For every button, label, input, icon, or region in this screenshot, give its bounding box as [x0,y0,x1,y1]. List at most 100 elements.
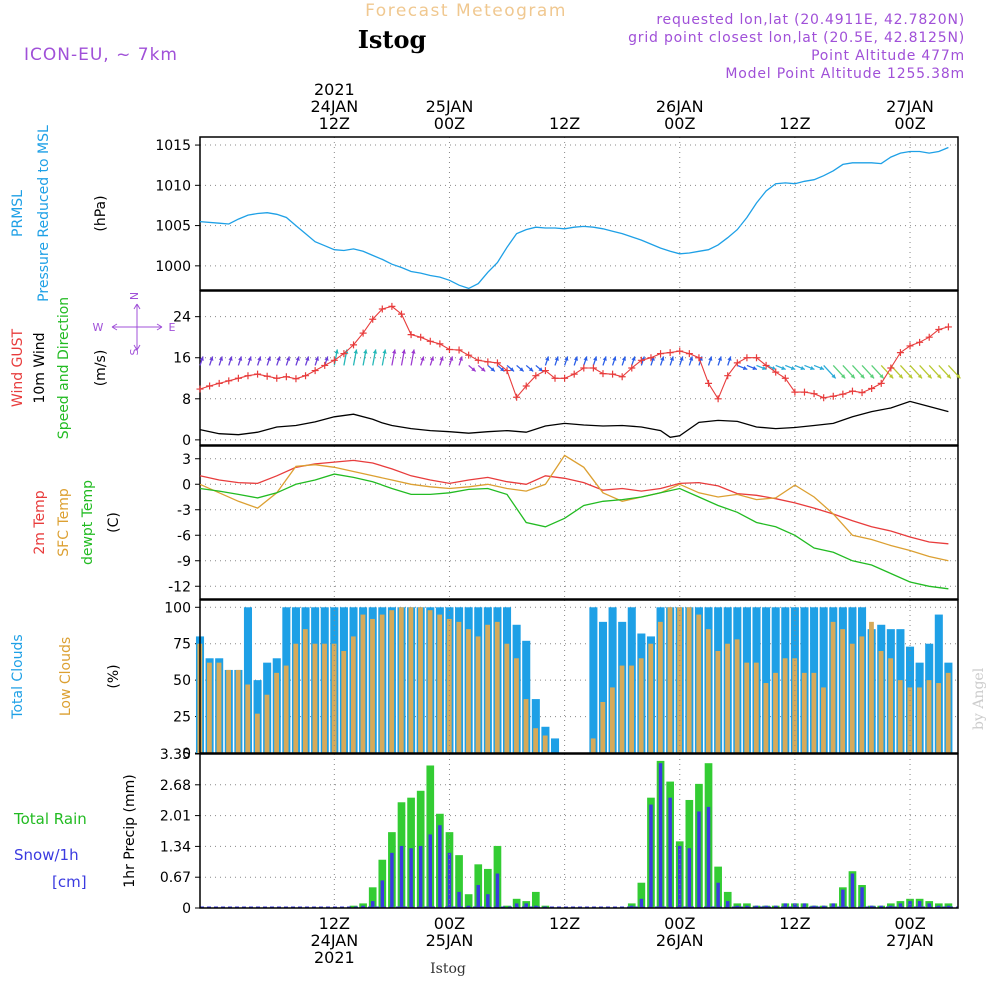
low-cloud-bar [609,687,615,753]
wind-arrow-head [411,349,416,354]
temperature-ytick-label: 0 [182,477,191,493]
gust-point [532,372,540,380]
wind-arrow-head [727,356,732,361]
low-cloud-bar [341,651,347,753]
low-cloud-bar [523,699,529,753]
pressure-axis-label: Pressure Reduced to MSL [36,125,52,302]
gust-point [800,388,808,396]
snow-bar [802,903,807,908]
snow-bar [725,901,730,908]
low-cloud-bar [744,662,750,753]
snow-bar [869,905,874,908]
gust-point [753,354,761,362]
gust-point [599,370,607,378]
rain-bar [484,868,492,908]
gust-point [580,364,588,372]
snow-bar [668,797,672,908]
gust-point [781,374,789,382]
gust-point [868,385,876,393]
low-cloud-bar [869,621,874,753]
low-cloud-bar [398,607,404,753]
gust-point [628,364,636,372]
top-time-label: 00Z [894,114,925,133]
compass-south: S [128,348,141,355]
wind-arrow-head [324,356,329,361]
gust-point [647,354,655,362]
total-cloud-bar [819,607,828,753]
low-cloud-bar [514,658,519,753]
top-time-label: 25JAN [426,97,474,116]
wind-arrow-head [266,356,271,361]
gust-point [570,370,578,378]
low-cloud-bar [849,643,855,753]
clouds-axis-label: Low Clouds [58,637,74,716]
low-cloud-bar [322,643,327,753]
wind-arrow-head [946,374,951,379]
snow-bar [831,903,835,908]
low-cloud-bar [254,713,260,753]
top-time-label: 00Z [434,114,465,133]
low-cloud-bar [408,607,414,753]
top-time-label: 12Z [319,114,350,133]
wind-arrow-head [621,356,626,361]
temperature-ytick-label: -6 [177,528,191,544]
low-cloud-bar [715,651,721,753]
wind-arrow-head [247,356,252,361]
low-cloud-bar [859,636,865,753]
low-cloud-bar [312,643,318,753]
snow-bar [783,903,788,908]
wind-arrow-head [257,356,262,361]
rain-bar [455,855,463,908]
low-cloud-bar [264,694,270,753]
gust-point [302,372,310,380]
wind-ytick-label: 24 [173,310,191,326]
low-cloud-bar [705,629,711,753]
snow-bar [889,905,893,908]
wind-arrow-head [500,367,505,372]
total-cloud-bar [608,607,617,753]
gust-point [810,390,818,398]
clouds-frame [199,599,959,754]
low-cloud-bar [331,643,337,753]
wind-arrow-head [334,349,339,354]
top-time-label: 00Z [664,114,695,133]
low-cloud-bar [725,643,730,753]
wind-arrow-head [458,356,463,361]
gust-point [484,358,492,366]
snow-bar [476,885,480,908]
low-cloud-bar [389,610,395,753]
bottom-time-label: 24JAN [310,931,358,950]
wind-frame [199,290,959,446]
wind-arrow-head [519,367,524,372]
low-cloud-bar [619,665,625,753]
gust-point [896,349,904,357]
wind-axis-label: Speed and Direction [56,297,72,439]
wind-arrow-head [771,365,777,370]
gust-point [292,375,300,383]
low-cloud-bar [773,672,778,753]
snow-bar [524,903,528,908]
snow-bar [534,905,538,908]
wind-arrow-head [583,356,588,361]
snow-bar [812,905,816,908]
low-cloud-bar [274,672,279,753]
clouds-axis-label: Total Clouds [10,634,26,719]
gust-line [199,305,949,400]
wind-arrow-head [781,365,786,370]
gust-point [388,302,396,310]
top-time-label: 12Z [549,114,580,133]
total-cloud-bar [522,640,531,753]
gust-point [589,364,597,372]
wind-arrow-head [429,356,435,361]
bottom-time-label: 25JAN [426,931,474,950]
gust-point [791,388,799,396]
low-cloud-bar [533,728,539,753]
low-cloud-bar [245,684,251,753]
wind-arrow-head [449,356,454,361]
wind-ytick-label: 8 [182,392,191,408]
wind-arrow-head [742,365,748,370]
low-cloud-bar [648,643,654,753]
snow-bar [764,905,768,908]
gust-point [474,356,482,364]
low-cloud-bar [466,629,471,753]
